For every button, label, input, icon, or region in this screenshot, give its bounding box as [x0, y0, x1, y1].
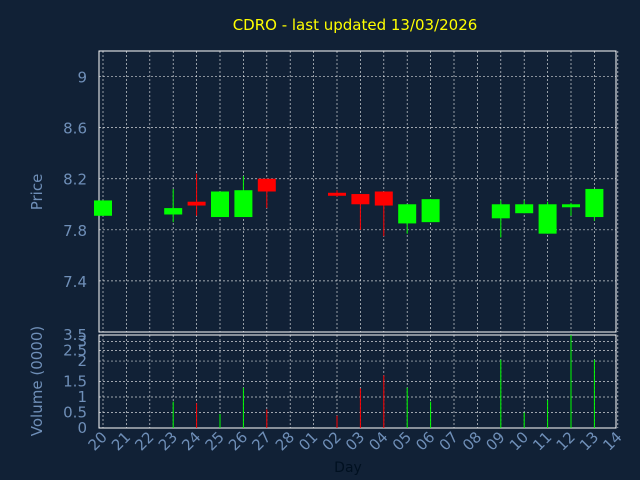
x-axis: 2021222324252627280102030405060708091011… — [85, 428, 626, 454]
volume-tick-label: 2.5 — [63, 342, 87, 360]
candle-body — [164, 208, 183, 215]
x-tick-label: 23 — [155, 428, 181, 454]
volume-tick-label: 3 — [77, 333, 87, 351]
volume-tick-label: 2 — [77, 352, 87, 370]
volume-panel: 3.532.52 1.510.50 — [63, 326, 619, 437]
candle-body — [398, 204, 417, 224]
x-tick-label: 02 — [319, 428, 345, 454]
x-tick-label: 03 — [342, 428, 368, 454]
x-tick-label: 22 — [131, 428, 157, 454]
candle-body — [187, 201, 206, 206]
volume-tick-label: 1.5 — [63, 373, 87, 391]
x-tick-label: 04 — [365, 428, 391, 454]
price-tick-label: 8.6 — [63, 120, 87, 138]
price-panel: 9 8.6 8.2 7.8 7.4 — [63, 50, 619, 333]
candle-body — [328, 192, 346, 196]
x-tick-label: 24 — [178, 428, 204, 454]
candle-body — [257, 178, 276, 192]
candle-body — [538, 204, 557, 234]
y-axis-label-price: Price — [28, 174, 46, 211]
price-tick-label: 8.2 — [63, 171, 87, 189]
x-tick-label: 08 — [459, 428, 485, 454]
x-tick-label: 10 — [506, 428, 532, 454]
x-tick-label: 06 — [412, 428, 438, 454]
candle-body — [491, 204, 510, 219]
x-axis-label: Day — [334, 460, 362, 476]
candle-body — [94, 200, 112, 216]
x-tick-label: 07 — [436, 428, 462, 454]
price-tick-label: 7.4 — [63, 273, 87, 291]
x-tick-label: 20 — [85, 428, 111, 454]
x-tick-label: 28 — [272, 428, 298, 454]
candle-body — [351, 194, 370, 205]
x-tick-label: 25 — [202, 428, 228, 454]
volume-tick-label: 1 — [77, 388, 87, 406]
chart-title: CDRO - last updated 13/03/2026 — [233, 16, 478, 34]
volume-tick-label: 0 — [77, 419, 87, 437]
x-tick-label: 21 — [108, 428, 134, 454]
candle-body — [585, 188, 604, 218]
x-tick-label: 01 — [295, 428, 321, 454]
volume-tick-label: 3.5 — [63, 326, 87, 344]
price-tick-label: 7.8 — [63, 222, 87, 240]
candle-body — [374, 191, 393, 206]
x-tick-label: 13 — [576, 428, 602, 454]
x-tick-label: 14 — [599, 428, 625, 454]
candle-body — [515, 204, 534, 214]
volume-tick-label: 0.5 — [63, 404, 87, 422]
price-panel-frame — [98, 50, 617, 333]
price-tick-label: 9 — [77, 69, 87, 87]
candle-body — [421, 199, 440, 223]
x-tick-label: 12 — [553, 428, 579, 454]
x-tick-label: 27 — [248, 428, 274, 454]
x-tick-label: 05 — [389, 428, 415, 454]
x-tick-label: 09 — [482, 428, 508, 454]
candle-body — [211, 191, 229, 218]
candle-body — [562, 204, 580, 208]
x-tick-label: 26 — [225, 428, 251, 454]
y-axis-label-volume: Volume (0000) — [28, 326, 46, 436]
x-tick-label: 11 — [529, 428, 555, 454]
candle-body — [234, 190, 253, 218]
